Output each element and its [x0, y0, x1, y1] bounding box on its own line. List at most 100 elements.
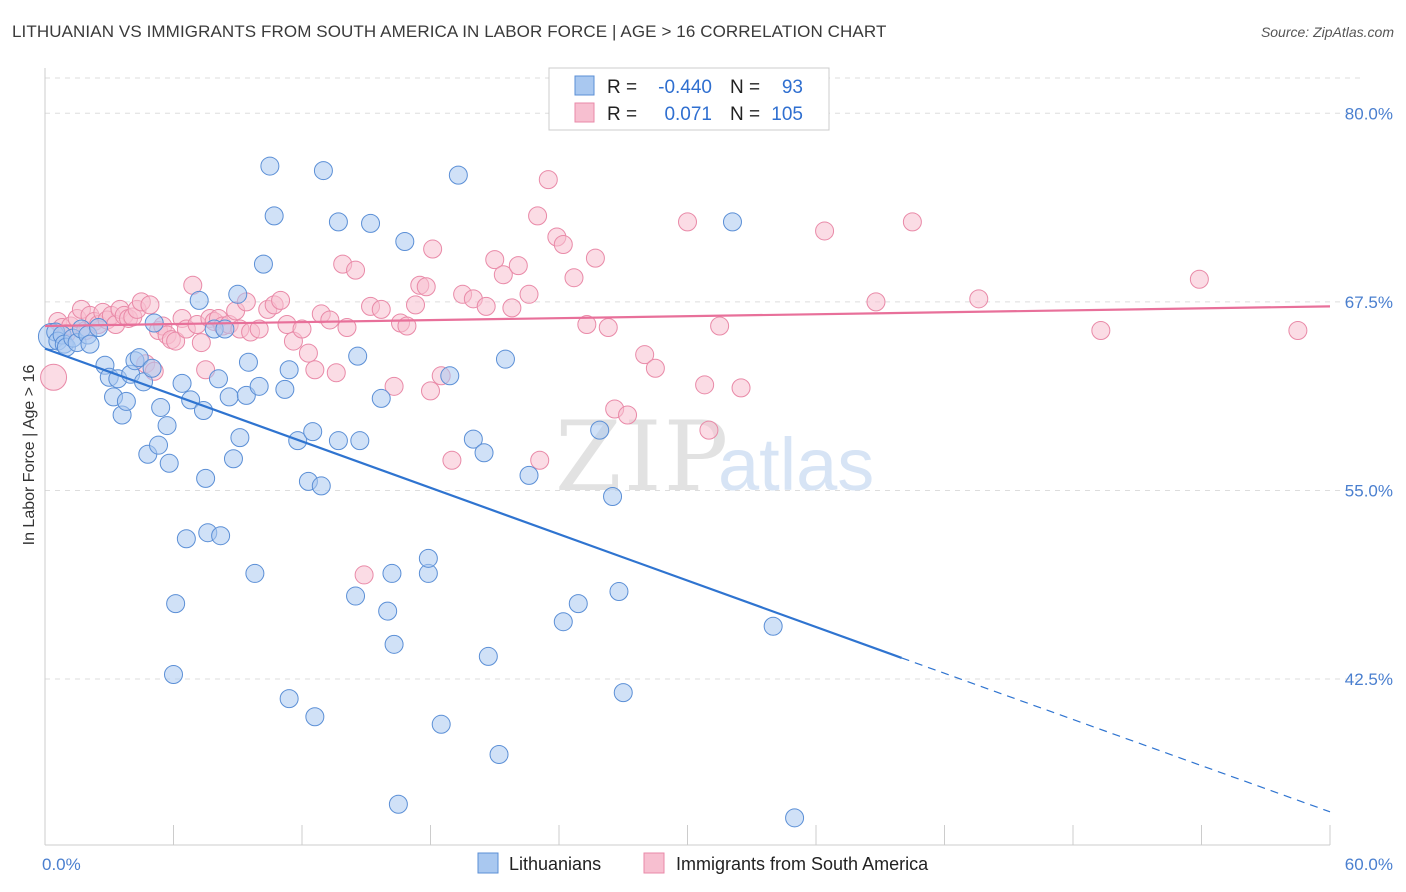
pink-point-69: [442, 450, 462, 470]
blue-point-82: [489, 744, 509, 764]
blue-point-65: [348, 346, 368, 366]
blue-point-51: [260, 156, 280, 176]
blue-point-68: [371, 388, 391, 408]
pink-point-77: [519, 284, 539, 304]
blue-point-35: [193, 400, 213, 420]
blue-point-84: [519, 465, 539, 485]
x-tick-label-0: 0.0%: [42, 855, 81, 874]
legend-blue-n-value: 93: [782, 77, 803, 98]
bottom-legend-pink-label: Immigrants from South America: [676, 854, 929, 874]
legend-blue-r-value: -0.440: [658, 77, 712, 98]
blue-point-36: [196, 468, 216, 488]
bottom-legend: Lithuanians Immigrants from South Americ…: [477, 852, 929, 874]
y-tick-label-3: 42.5%: [1345, 670, 1393, 689]
pink-point-92: [699, 420, 719, 440]
y-axis-title: In Labor Force | Age > 16: [21, 365, 38, 546]
blue-point-11: [89, 318, 109, 338]
blue-point-70: [382, 563, 402, 583]
legend-blue-swatch: [574, 75, 595, 96]
blue-point-29: [166, 594, 186, 614]
pink-point-46: [271, 290, 291, 310]
blue-point-54: [279, 360, 299, 380]
pink-point-72: [476, 296, 496, 316]
blue-point-53: [275, 379, 295, 399]
blue-point-48: [245, 563, 265, 583]
blue-point-86: [568, 594, 588, 614]
blue-point-10: [80, 334, 100, 354]
pink-point-61: [384, 376, 404, 396]
blue-point-59: [305, 707, 325, 727]
trend-lines: [44, 305, 1331, 813]
blue-point-61: [313, 161, 333, 181]
watermark-zip: ZIP: [555, 401, 730, 513]
blue-point-55: [279, 689, 299, 709]
blue-point-43: [223, 449, 243, 469]
pink-point-98: [969, 289, 989, 309]
blue-point-78: [448, 165, 468, 185]
blue-point-79: [463, 429, 483, 449]
blue-point-60: [311, 476, 331, 496]
pink-series-points: [40, 170, 1308, 585]
bottom-legend-pink-swatch: [643, 852, 665, 874]
pink-point-50: [298, 343, 318, 363]
blue-point-27: [157, 416, 177, 436]
legend-pink-r-label: R =: [607, 104, 637, 125]
blue-point-83: [495, 349, 515, 369]
pink-trend-line: [44, 305, 1331, 328]
pink-point-53: [320, 310, 340, 330]
pink-point-73: [485, 250, 505, 270]
blue-trend-line: [44, 347, 903, 659]
pink-point-90: [678, 212, 697, 232]
pink-point-79: [538, 170, 558, 190]
y-tick-label-2: 55.0%: [1345, 481, 1393, 500]
legend-box: R = -0.440 N = 93 R = 0.071 N = 105: [548, 67, 830, 131]
y-tick-label-0: 80.0%: [1345, 104, 1393, 123]
pink-point-83: [577, 314, 597, 334]
pink-point-104: [530, 450, 550, 470]
blue-point-46: [236, 385, 256, 405]
blue-point-50: [253, 254, 273, 274]
pink-point-64: [406, 295, 426, 315]
legend-pink-n-value: 105: [771, 104, 803, 125]
pink-point-21: [140, 295, 160, 315]
pink-point-43: [249, 319, 269, 339]
blue-point-40: [211, 526, 231, 546]
pink-point-89: [645, 358, 665, 378]
pink-point-93: [710, 316, 730, 336]
blue-point-33: [181, 390, 201, 410]
blue-point-63: [328, 212, 348, 232]
blue-point-26: [151, 397, 171, 417]
pink-point-101: [1288, 321, 1308, 341]
pink-point-81: [553, 235, 573, 255]
axes: [44, 68, 1331, 846]
pink-point-76: [508, 256, 528, 276]
pink-point-91: [695, 375, 715, 395]
pink-point-54: [326, 363, 346, 383]
blue-point-77: [440, 366, 460, 386]
blue-point-44: [228, 284, 248, 304]
pink-point-58: [354, 565, 374, 585]
legend-blue-n-label: N =: [730, 77, 760, 98]
pink-point-87: [618, 405, 638, 425]
pink-point-103: [421, 381, 440, 401]
blue-point-80: [474, 443, 494, 463]
blue-point-91: [722, 212, 742, 232]
blue-point-62: [328, 431, 348, 451]
blue-point-28: [159, 453, 179, 473]
tick-labels: 80.0% 67.5% 55.0% 42.5% 0.0% 60.0%: [42, 104, 1393, 874]
blue-point-52: [264, 206, 284, 226]
blue-point-90: [613, 683, 633, 703]
pink-point-84: [585, 248, 605, 268]
pink-point-75: [502, 298, 522, 318]
pink-point-32: [191, 333, 211, 353]
blue-point-31: [172, 373, 192, 393]
blue-point-64: [346, 586, 366, 606]
bottom-legend-blue-label: Lithuanians: [509, 854, 601, 874]
pink-point-99: [1091, 321, 1111, 341]
blue-point-93: [785, 808, 805, 828]
pink-point-74: [493, 265, 513, 285]
blue-point-76: [431, 714, 451, 734]
blue-point-87: [590, 420, 610, 440]
chart-title: LITHUANIAN VS IMMIGRANTS FROM SOUTH AMER…: [12, 22, 887, 41]
